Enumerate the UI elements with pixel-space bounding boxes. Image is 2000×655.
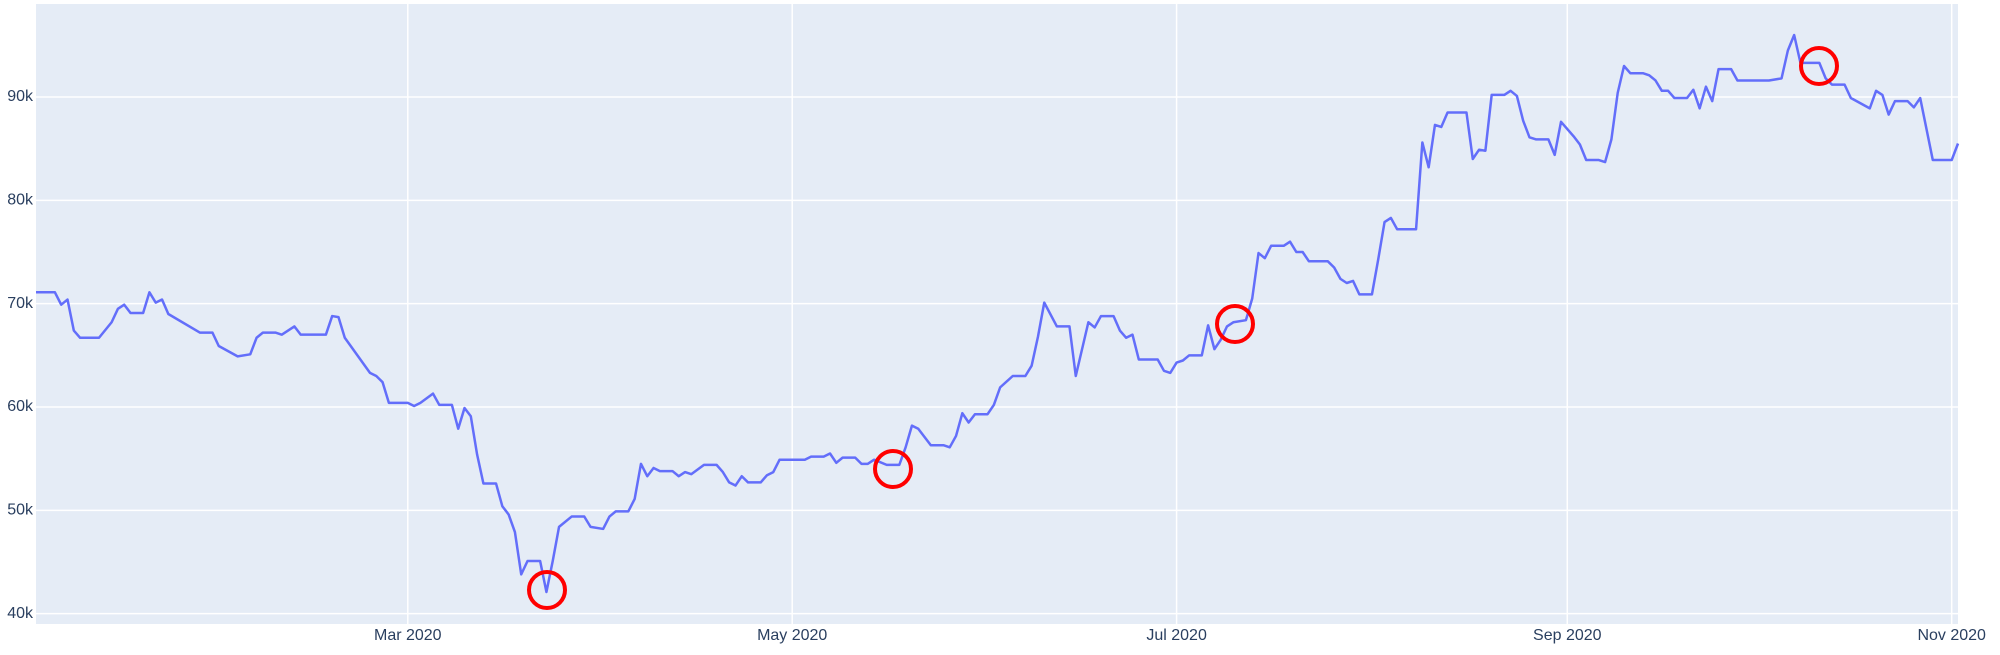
data-line [36, 33, 1960, 594]
x-tick-label: Mar 2020 [374, 627, 442, 644]
x-tick-label: Jul 2020 [1146, 627, 1207, 644]
grid [36, 4, 1958, 624]
x-tick-label: Nov 2020 [1917, 627, 1986, 644]
plot-background [36, 4, 1958, 624]
y-tick-label: 70k [7, 295, 34, 312]
highlight-circle [873, 449, 913, 489]
lines [36, 33, 1960, 594]
y-tick-label: 50k [7, 502, 34, 519]
highlight-circle [1215, 304, 1255, 344]
highlight-circle [527, 570, 567, 610]
x-tick-label: May 2020 [757, 627, 827, 644]
y-tick-label: 40k [7, 605, 34, 622]
y-tick-label: 60k [7, 398, 34, 415]
annotations [527, 46, 1839, 610]
x-tick-label: Sep 2020 [1533, 627, 1602, 644]
y-tick-label: 90k [7, 88, 34, 105]
y-tick-label: 80k [7, 192, 34, 209]
highlight-circle [1799, 46, 1839, 86]
